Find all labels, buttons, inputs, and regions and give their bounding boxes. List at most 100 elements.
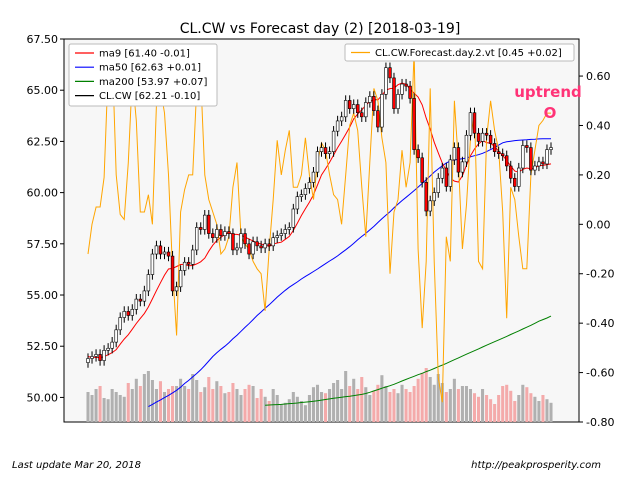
candle — [162, 246, 167, 260]
volume-bar — [138, 386, 142, 422]
candle — [488, 130, 493, 149]
candle — [170, 250, 175, 297]
candle — [436, 173, 440, 198]
candle — [199, 222, 203, 235]
volume-bar — [287, 399, 291, 422]
volume-bar — [456, 389, 460, 422]
candle — [174, 281, 179, 297]
volume-bar — [295, 396, 299, 422]
volume-bar — [118, 395, 122, 422]
candle — [388, 62, 392, 84]
candle — [158, 240, 163, 260]
volume-bar — [171, 386, 175, 422]
volume-bar — [207, 377, 211, 422]
volume-bar — [388, 392, 392, 422]
candle — [432, 187, 436, 206]
volume-bar — [110, 389, 114, 422]
right-axis-tick-label: -0.40 — [586, 317, 614, 330]
candle — [525, 140, 529, 153]
candle — [416, 144, 420, 163]
candle — [352, 99, 356, 114]
volume-bar — [146, 371, 150, 422]
candle — [400, 78, 404, 100]
candle — [194, 222, 199, 256]
candle — [311, 167, 316, 188]
candle — [319, 142, 324, 157]
candle — [291, 203, 296, 233]
candle — [235, 242, 239, 256]
right-axis-tick-label: 0.20 — [586, 169, 611, 182]
legend-entry: CL.CW.Forecast.day.2.vt [0.45 +0.02] — [375, 48, 562, 59]
candle — [279, 228, 283, 241]
volume-bar — [332, 383, 336, 422]
candle — [392, 72, 396, 114]
volume-bar — [452, 378, 456, 422]
volume-bar — [299, 401, 303, 422]
volume-bar — [243, 389, 247, 422]
volume-bar — [541, 395, 545, 422]
candle — [412, 93, 416, 155]
candle — [472, 107, 477, 139]
volume-bar — [130, 389, 134, 422]
candle — [307, 177, 312, 194]
candle — [323, 142, 328, 159]
volume-bar — [291, 392, 295, 422]
annotation-marker: O — [544, 104, 557, 122]
volume-bar — [505, 384, 509, 422]
candle — [150, 248, 155, 280]
candle — [480, 128, 485, 147]
ma9-line — [87, 82, 552, 359]
left-axis-tick-label: 57.50 — [27, 238, 59, 251]
left-axis: 50.00 52.50 55.00 57.50 60.00 62.50 65.00 67.50 — [27, 33, 64, 404]
volume-bar — [529, 393, 533, 422]
candle — [138, 293, 143, 307]
volume-bar — [400, 384, 404, 422]
right-axis-tick-label: -0.60 — [586, 367, 614, 380]
left-axis-tick-label: 55.00 — [27, 289, 59, 302]
candlesticks — [86, 62, 553, 368]
volume-bar — [436, 374, 440, 422]
candle — [86, 353, 90, 368]
volume-bar — [493, 404, 497, 422]
candle — [521, 140, 525, 174]
volume-bar — [501, 386, 505, 422]
volume-bar — [102, 398, 106, 422]
volume-bar — [219, 386, 223, 422]
candle — [404, 78, 408, 92]
volume-bar — [134, 378, 138, 422]
candle — [408, 80, 412, 104]
volume-bar — [283, 402, 287, 422]
volume-bar — [235, 389, 239, 422]
candle — [368, 91, 372, 108]
candle — [541, 156, 545, 170]
candle — [452, 142, 457, 165]
candle — [476, 128, 481, 147]
ma200-line — [265, 315, 552, 406]
volume-bar — [521, 384, 525, 422]
candle — [303, 183, 308, 200]
volume-bar — [440, 383, 444, 422]
volume-bar — [150, 380, 154, 422]
volume-bar — [424, 368, 428, 422]
volume-bar — [271, 389, 275, 422]
volume-bar — [416, 378, 420, 422]
candle — [331, 126, 336, 157]
left-axis-tick-label: 62.50 — [27, 135, 59, 148]
source-url: http://peakprosperity.com — [471, 460, 601, 471]
volume-bar — [477, 396, 481, 422]
volume-bar — [481, 389, 485, 422]
volume-bar — [211, 389, 215, 422]
volume-bar — [259, 389, 263, 422]
legend-left-box — [68, 43, 218, 107]
legend-right-box — [344, 43, 575, 62]
volume-bar — [227, 392, 231, 422]
volume-bar — [545, 399, 549, 422]
moving-averages — [87, 82, 552, 408]
right-axis: 0.60 0.40 0.20 0.00 -0.20 -0.40 -0.60 -0.80 — [579, 70, 614, 429]
candle — [513, 173, 517, 192]
legend-entry: ma50 [62.63 +0.01] — [99, 63, 201, 74]
volume-bar — [215, 381, 219, 422]
candle — [227, 226, 231, 239]
candle — [275, 230, 279, 243]
volume-bar — [448, 389, 452, 422]
